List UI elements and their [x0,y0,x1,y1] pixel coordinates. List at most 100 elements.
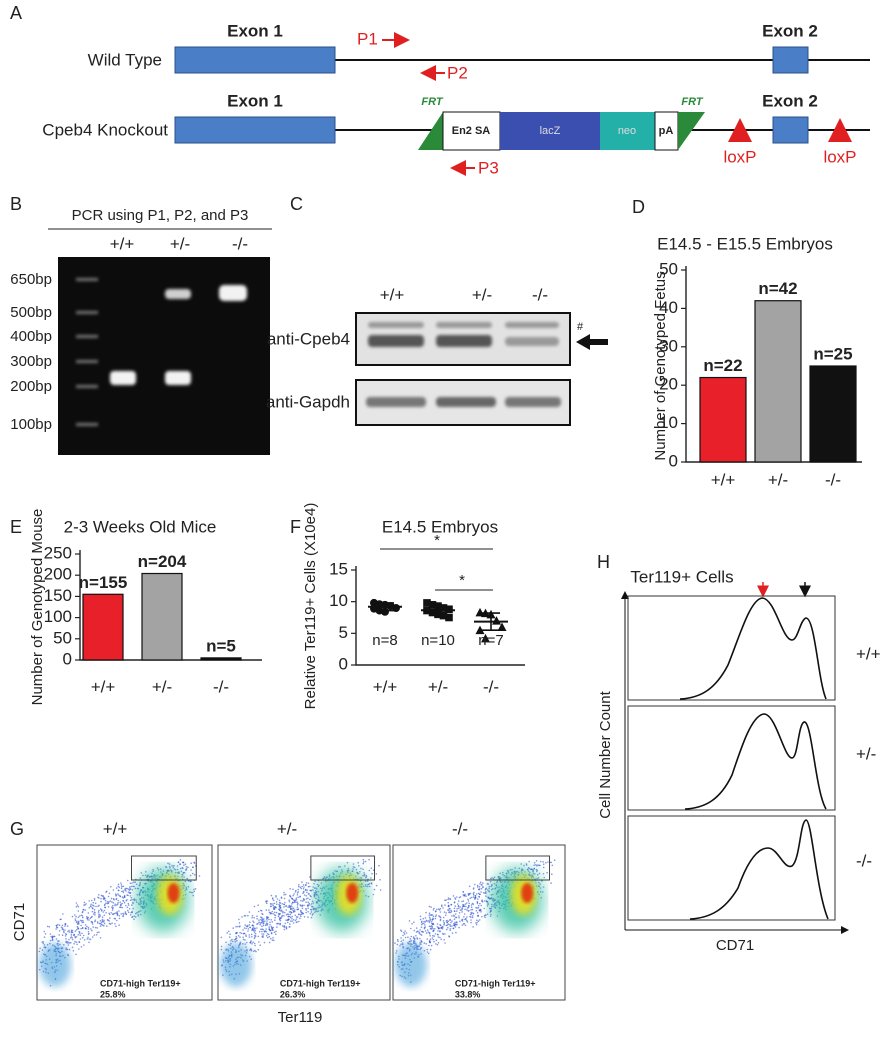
chart-title: E14.5 Embryos [382,517,498,536]
dot [447,897,450,899]
cassette-label: En2 SA [452,125,491,137]
panel-letter: A [10,3,22,23]
dot [439,911,442,913]
dot [239,936,241,938]
dot [465,905,467,908]
dot [106,901,109,903]
dot [478,919,481,921]
dot [53,935,56,938]
dot [291,915,294,918]
dot [75,953,77,956]
dot [478,886,481,888]
dot [419,943,421,945]
gel: PCR using P1, P2, and P3 +/+ +/- -/- 650… [10,207,272,455]
dot [289,926,291,928]
dot [468,885,471,888]
dot [111,922,113,924]
dot [420,941,423,943]
exon [174,116,336,144]
y-tick-label: 15 [329,559,348,578]
dot [112,889,115,891]
dot [269,921,271,924]
dot [536,873,539,876]
dot [297,896,299,899]
dot [90,928,92,930]
x-tick-label: +/- [428,677,448,696]
dot [470,913,473,915]
dot [266,922,269,925]
dot [88,938,90,940]
dot [424,924,426,926]
dot [396,938,399,941]
dot [192,894,194,897]
dot [220,948,223,951]
dot [93,899,96,901]
dot [98,904,100,907]
dot [82,934,85,937]
y-tick-label: 10 [659,413,678,432]
dot [251,943,253,945]
dot [173,868,175,870]
dot [357,862,360,864]
dot [234,941,237,943]
group-label: +/- [277,819,297,838]
gate-label: CD71-high Ter119+ [100,978,181,988]
dot [99,922,102,925]
dot [81,915,84,917]
dot [112,902,115,904]
dot [281,925,284,927]
dot [467,900,470,902]
ladder-label: 300bp [10,353,52,370]
dot [84,927,87,929]
dot [266,936,269,939]
dot [453,907,456,910]
dot [305,884,307,886]
dot [421,930,423,933]
dot [436,943,439,946]
dot [289,913,292,916]
dot [309,904,311,906]
dot [450,921,452,924]
cassette [600,112,655,150]
dot [472,926,474,928]
dot [467,894,470,896]
dot [61,928,64,930]
dot [360,867,362,870]
y-tick-label: 10 [329,591,348,610]
arrow [576,334,608,350]
dot [445,924,448,927]
dot [431,937,434,939]
dot [313,891,316,894]
dot [432,930,435,932]
dot [301,885,303,888]
dot [115,895,117,897]
density [395,943,427,987]
dot [258,930,261,933]
dot [303,886,305,888]
dot [490,913,492,916]
dot [486,901,489,903]
dot [81,921,83,924]
dot [488,885,491,888]
dot [468,905,470,907]
dot [111,906,113,908]
dot [189,874,192,877]
x-tick-label: +/+ [91,677,116,696]
dot [103,919,105,922]
dot [470,896,473,899]
dot [472,894,475,896]
dot [115,887,118,889]
dot [466,919,468,922]
dot [127,888,130,890]
dot [122,890,124,892]
dot [90,905,92,907]
dot [270,905,272,907]
dot [475,923,478,926]
dot [273,939,275,942]
dot [263,941,266,944]
dot [439,923,441,926]
dot [84,924,87,926]
dot [64,935,67,937]
dot [268,911,271,914]
dot [463,895,466,897]
